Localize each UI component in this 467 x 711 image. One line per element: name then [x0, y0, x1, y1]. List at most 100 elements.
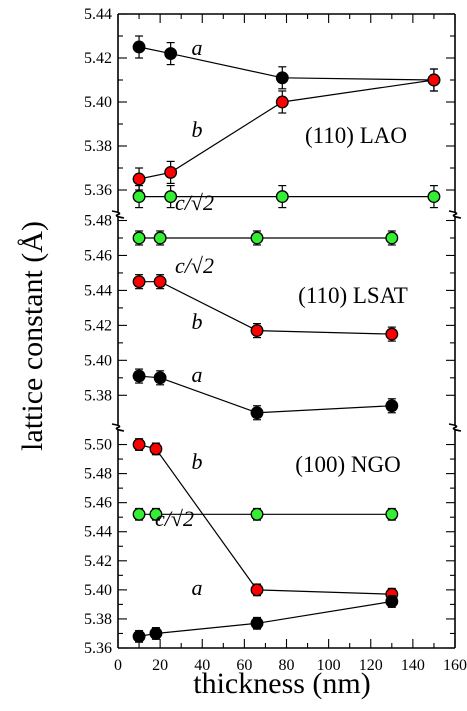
data-point	[132, 507, 146, 521]
series-label: b	[192, 309, 203, 334]
series-label: a	[192, 362, 203, 387]
data-point	[132, 369, 146, 383]
x-tick-label: 160	[443, 657, 467, 674]
data-point	[275, 71, 289, 85]
data-point	[132, 231, 146, 245]
data-point	[427, 190, 441, 204]
data-point	[275, 190, 289, 204]
y-tick-label: 5.38	[84, 387, 112, 404]
series-line	[139, 375, 392, 414]
data-point	[153, 231, 167, 245]
series-line	[138, 600, 392, 637]
series-label: c/√2	[175, 190, 214, 215]
y-tick-label: 5.48	[84, 212, 112, 229]
series-label: c/√2	[175, 253, 214, 278]
data-point	[132, 172, 146, 186]
x-tick-label: 0	[114, 657, 122, 674]
data-point	[427, 73, 441, 87]
y-tick-label: 5.44	[84, 524, 112, 541]
data-point	[385, 327, 399, 341]
y-tick-label: 5.38	[84, 611, 112, 628]
y-tick-label: 5.44	[84, 6, 112, 23]
panel-1: 5.38 5.40 5.42 5.44 5.46 5.48 (110) LSAT c/√2 b a	[84, 212, 455, 421]
data-point	[250, 583, 264, 597]
y-tick-label: 5.48	[84, 466, 112, 483]
series-label: a	[192, 35, 203, 60]
y-tick-label: 5.50	[84, 437, 112, 454]
y-tick-label: 5.40	[84, 352, 112, 369]
series-line	[138, 79, 435, 180]
data-point	[132, 629, 146, 643]
data-point	[149, 627, 163, 640]
data-point	[250, 507, 264, 521]
y-tick-label: 5.36	[84, 182, 112, 199]
data-point	[132, 275, 146, 289]
series-line	[139, 281, 392, 335]
panel-0: 5.36 5.38 5.40 5.42 5.44 (110) LAO a b c/√2	[84, 6, 455, 215]
series-c/√2	[132, 507, 399, 521]
axis-break-mark	[111, 423, 125, 432]
x-axis: 0 20 40 60 80 100 120 140 160	[114, 14, 467, 674]
data-point	[164, 47, 178, 61]
x-tick-label: 40	[194, 657, 210, 674]
x-tick-label: 120	[359, 657, 383, 674]
series-label: b	[192, 117, 203, 142]
y-tick-label: 5.44	[84, 282, 112, 299]
series-c/√2	[132, 185, 441, 209]
panel-label: (110) LAO	[305, 123, 407, 148]
chart-panels: 5.365.385.405.425.44(110) LAOabc/√25.385…	[84, 6, 455, 657]
data-point	[132, 438, 146, 451]
data-point	[385, 399, 399, 413]
data-point	[132, 40, 146, 54]
y-tick-label: 5.40	[84, 94, 112, 111]
y-tick-label: 5.40	[84, 582, 112, 599]
y-tick-label: 5.42	[84, 50, 112, 67]
data-point	[153, 275, 167, 289]
data-point	[250, 616, 264, 630]
data-point	[250, 324, 264, 338]
data-point	[153, 371, 167, 385]
axis-break-mark	[448, 423, 462, 432]
series-a	[132, 368, 399, 421]
series-a	[132, 595, 399, 643]
y-tick-label: 5.46	[84, 495, 112, 512]
x-tick-label: 20	[152, 657, 168, 674]
series-b	[132, 438, 399, 601]
y-tick-label: 5.42	[84, 553, 112, 570]
x-axis-title: thickness (nm)	[193, 667, 370, 700]
series-line	[138, 443, 392, 595]
y-tick-label: 5.36	[84, 640, 112, 657]
series-label: c/√2	[155, 506, 194, 531]
data-point	[385, 231, 399, 245]
y-axis-title: lattice constant (Å)	[16, 221, 49, 451]
x-tick-label: 60	[236, 657, 252, 674]
data-point	[164, 190, 178, 204]
axis-break-mark	[111, 210, 125, 219]
x-tick-label: 100	[317, 657, 341, 674]
series-line	[138, 46, 434, 81]
y-tick-label: 5.38	[84, 138, 112, 155]
series-label: b	[192, 449, 203, 474]
x-tick-label: 80	[279, 657, 295, 674]
panel-2: 5.36 5.38 5.40 5.42 5.44 5.46 5.48 5.50 (100) NG…	[84, 437, 455, 657]
data-point	[385, 507, 399, 521]
chart-frame	[111, 13, 462, 649]
data-point	[164, 165, 178, 179]
panel-label: (110) LSAT	[298, 283, 408, 308]
data-point	[149, 442, 163, 456]
series-label: a	[192, 575, 203, 600]
data-point	[149, 507, 163, 521]
series-b	[132, 68, 441, 191]
axis-break-mark	[448, 210, 462, 219]
panel-label: (100) NGO	[295, 452, 400, 477]
x-tick-label: 140	[401, 657, 425, 674]
y-tick-label: 5.42	[84, 317, 112, 334]
series-b	[132, 274, 399, 342]
data-point	[275, 95, 289, 109]
data-point	[132, 190, 146, 204]
series-c/√2	[132, 230, 399, 246]
data-point	[250, 406, 264, 420]
y-tick-label: 5.46	[84, 247, 112, 264]
data-point	[250, 231, 264, 245]
